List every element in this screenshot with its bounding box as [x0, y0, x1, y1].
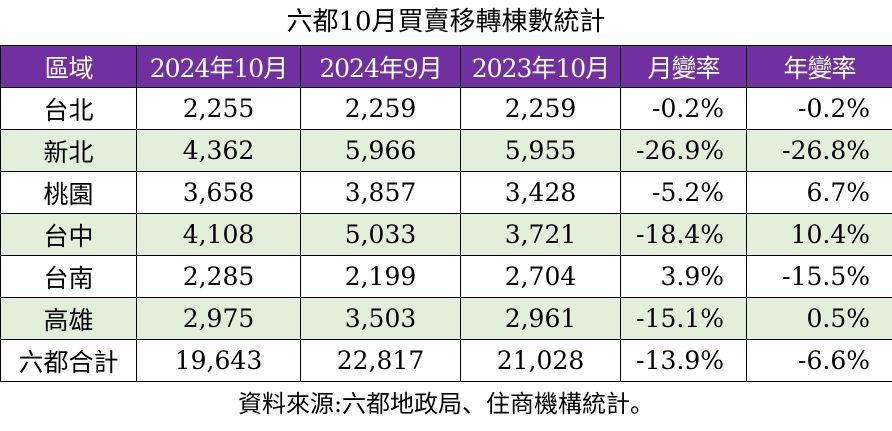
value-cell: -6.6%	[746, 339, 892, 382]
value-cell: 4,108	[136, 213, 301, 256]
table-row: 桃園 3,658 3,857 3,428 -5.2% 6.7%	[0, 171, 892, 214]
header-cell: 月變率	[620, 45, 747, 88]
value-cell: 2,285	[136, 255, 301, 298]
value-cell: 5,955	[460, 129, 621, 172]
value-cell: 3.9%	[620, 255, 747, 298]
header-row: 區域 2024年10月 2024年9月 2023年10月 月變率 年變率	[0, 45, 892, 88]
transfer-table: 區域 2024年10月 2024年9月 2023年10月 月變率 年變率 台北 2…	[0, 45, 892, 382]
value-cell: 21,028	[460, 339, 621, 382]
table-row: 台南 2,285 2,199 2,704 3.9% -15.5%	[0, 255, 892, 298]
region-cell: 台中	[0, 213, 137, 256]
value-cell: 2,975	[136, 297, 301, 340]
region-cell: 新北	[0, 129, 137, 172]
table-row: 六都合計 19,643 22,817 21,028 -13.9% -6.6%	[0, 339, 892, 382]
value-cell: 19,643	[136, 339, 301, 382]
header-cell: 區域	[0, 45, 137, 88]
header-cell: 年變率	[746, 45, 892, 88]
value-cell: 5,033	[300, 213, 461, 256]
value-cell: 3,503	[300, 297, 461, 340]
table-row: 台北 2,255 2,259 2,259 -0.2% -0.2%	[0, 87, 892, 130]
value-cell: 2,259	[460, 87, 621, 130]
value-cell: 2,199	[300, 255, 461, 298]
value-cell: 5,966	[300, 129, 461, 172]
table-row: 高雄 2,975 3,503 2,961 -15.1% 0.5%	[0, 297, 892, 340]
value-cell: -15.5%	[746, 255, 892, 298]
source-note: 資料來源:六都地政局、住商機構統計。	[237, 390, 655, 418]
value-cell: -15.1%	[620, 297, 747, 340]
value-cell: -0.2%	[620, 87, 747, 130]
value-cell: 22,817	[300, 339, 461, 382]
value-cell: 2,255	[136, 87, 301, 130]
table-row: 台中 4,108 5,033 3,721 -18.4% 10.4%	[0, 213, 892, 256]
region-cell: 台北	[0, 87, 137, 130]
value-cell: -18.4%	[620, 213, 747, 256]
value-cell: 3,658	[136, 171, 301, 214]
table-row: 新北 4,362 5,966 5,955 -26.9% -26.8%	[0, 129, 892, 172]
region-cell: 桃園	[0, 171, 137, 214]
value-cell: -26.9%	[620, 129, 747, 172]
value-cell: 3,721	[460, 213, 621, 256]
value-cell: 6.7%	[746, 171, 892, 214]
header-cell: 2023年10月	[460, 45, 621, 88]
region-cell: 高雄	[0, 297, 137, 340]
header-cell: 2024年10月	[136, 45, 301, 88]
value-cell: 2,704	[460, 255, 621, 298]
value-cell: -13.9%	[620, 339, 747, 382]
value-cell: 0.5%	[746, 297, 892, 340]
value-cell: 3,857	[300, 171, 461, 214]
value-cell: -26.8%	[746, 129, 892, 172]
region-cell: 台南	[0, 255, 137, 298]
value-cell: 2,259	[300, 87, 461, 130]
header-cell: 2024年9月	[300, 45, 461, 88]
region-cell: 六都合計	[0, 339, 137, 382]
value-cell: -0.2%	[746, 87, 892, 130]
value-cell: 2,961	[460, 297, 621, 340]
value-cell: 3,428	[460, 171, 621, 214]
value-cell: 10.4%	[746, 213, 892, 256]
value-cell: 4,362	[136, 129, 301, 172]
table-title: 六都10月買賣移轉棟數統計	[286, 7, 606, 37]
value-cell: -5.2%	[620, 171, 747, 214]
